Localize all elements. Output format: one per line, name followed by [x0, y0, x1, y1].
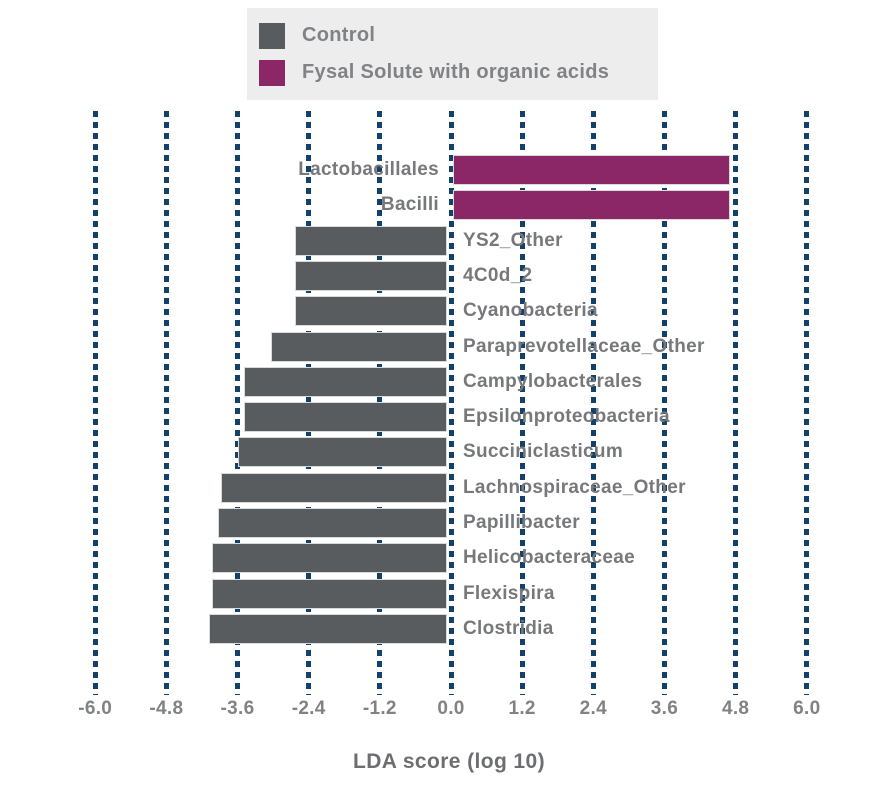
- bar-label: Paraprevotellaceae_Other: [463, 336, 705, 357]
- bar-lachnospiraceae_other: [220, 473, 447, 503]
- bar-epsilonproteobacteria: [244, 402, 447, 432]
- legend-item-fysal-solute: Fysal Solute with organic acids: [259, 59, 658, 86]
- bar-succiniclasticum: [238, 437, 447, 467]
- bar-label: Papillibacter: [463, 512, 580, 533]
- x-tick-label: -2.4: [291, 698, 326, 719]
- bar-label: Bacilli: [380, 194, 439, 215]
- bar-label: 4C0d_2: [463, 265, 533, 286]
- gridline: [163, 111, 169, 695]
- x-tick-label: 6.0: [793, 698, 821, 719]
- bar-helicobacteraceae: [211, 543, 447, 573]
- x-tick-label: -1.2: [362, 698, 397, 719]
- bar-label: Epsilonproteobacteria: [463, 406, 670, 427]
- x-tick-label: 4.8: [721, 698, 750, 719]
- bar-ys2_other: [294, 226, 447, 256]
- bar-label: Lachnospiraceae_Other: [463, 477, 686, 498]
- bar-campylobacterales: [244, 367, 447, 397]
- bar-label: Helicobacteraceae: [463, 547, 635, 568]
- bar-cyanobacteria: [294, 296, 447, 326]
- bar-clostridia: [208, 614, 447, 644]
- bar-label: Clostridia: [463, 618, 554, 639]
- bar-paraprevotellaceae_other: [271, 332, 447, 362]
- x-tick-label: 1.2: [508, 698, 536, 719]
- bar-label: Lactobacillales: [298, 159, 439, 180]
- gridline: [733, 111, 739, 695]
- bar-lactobacillales: [453, 155, 730, 185]
- bar-label: Flexispira: [463, 583, 555, 604]
- legend-label-control: Control: [302, 24, 376, 46]
- gridline: [92, 111, 98, 695]
- legend-label-fysal-solute: Fysal Solute with organic acids: [302, 61, 610, 83]
- legend-item-control: Control: [259, 22, 658, 49]
- x-tick-label: 0.0: [437, 698, 465, 719]
- x-axis-title: LDA score (log 10): [353, 750, 545, 773]
- x-tick-label: -6.0: [78, 698, 113, 719]
- x-tick-label: -4.8: [149, 698, 184, 719]
- bar-label: Campylobacterales: [463, 371, 643, 392]
- fysal-solute-swatch-icon: [259, 59, 285, 86]
- gridline: [661, 111, 667, 695]
- control-swatch-icon: [259, 22, 285, 49]
- gridline: [590, 111, 596, 695]
- bar-bacilli: [453, 190, 730, 220]
- legend: Control Fysal Solute with organic acids: [247, 8, 658, 100]
- bar-papillibacter: [217, 508, 447, 538]
- bar-4c0d_2: [294, 261, 447, 291]
- gridline: [519, 111, 525, 695]
- bar-label: Cyanobacteria: [463, 300, 598, 321]
- gridline: [235, 111, 241, 695]
- bar-label: Succiniclasticum: [463, 441, 624, 462]
- x-tick-label: 2.4: [579, 698, 607, 719]
- x-tick-label: 3.6: [650, 698, 679, 719]
- bar-label: YS2_Other: [463, 230, 563, 251]
- gridline: [804, 111, 810, 695]
- x-tick-label: -3.6: [220, 698, 255, 719]
- gridline: [448, 111, 454, 695]
- bar-flexispira: [211, 579, 447, 609]
